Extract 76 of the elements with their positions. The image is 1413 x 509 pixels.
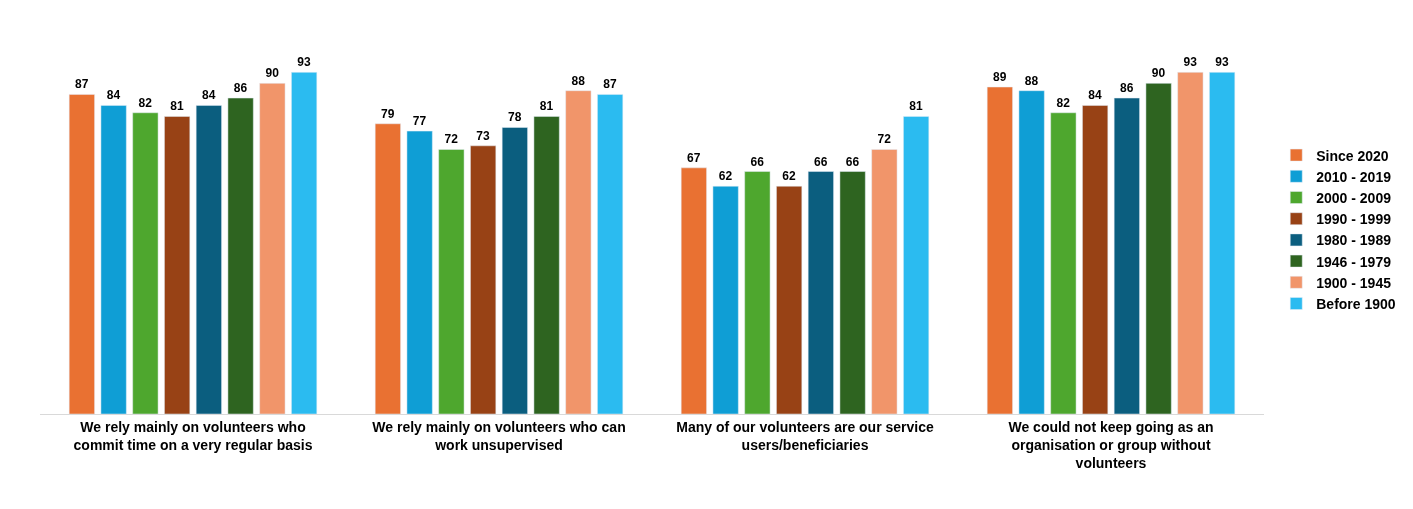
data-label: 66 (750, 154, 765, 169)
x-tick-label: We rely mainly on volunteers who can work unsupervised (372, 418, 626, 453)
data-label: 90 (1151, 66, 1166, 81)
data-label: 72 (877, 132, 892, 147)
data-label: 93 (1183, 55, 1198, 70)
bar (470, 145, 497, 414)
bar (712, 185, 739, 414)
data-label: 84 (202, 88, 216, 103)
bar (259, 83, 286, 414)
data-label: 88 (1024, 73, 1039, 88)
bar (903, 116, 930, 414)
bar (871, 149, 898, 414)
data-label: 79 (381, 106, 395, 121)
legend-label: 1980 - 1989 (1316, 232, 1392, 249)
bar (807, 171, 834, 414)
bar (164, 116, 191, 414)
bar (565, 90, 592, 414)
data-label: 67 (687, 150, 701, 165)
bar (1018, 90, 1045, 414)
data-label: 81 (170, 99, 184, 114)
bar (680, 167, 707, 414)
bar (1050, 112, 1077, 414)
bar (533, 116, 560, 414)
data-label: 62 (718, 169, 733, 184)
bar (406, 130, 433, 414)
bar (776, 185, 803, 414)
bar (1113, 97, 1140, 414)
data-label: 87 (75, 77, 89, 92)
data-label: 88 (571, 73, 586, 88)
data-label: 82 (1056, 95, 1071, 110)
data-label: 82 (138, 95, 153, 110)
data-label: 77 (412, 114, 427, 129)
legend-label: 2010 - 2019 (1316, 168, 1392, 185)
bar (597, 94, 624, 414)
bar (1082, 105, 1109, 414)
bar (1209, 72, 1236, 414)
legend-label: 2000 - 2009 (1316, 189, 1392, 206)
data-label: 73 (476, 128, 490, 143)
bar (374, 123, 401, 414)
data-label: 84 (1088, 88, 1102, 103)
bar (744, 171, 771, 414)
bar (132, 112, 159, 414)
bar (986, 86, 1013, 414)
data-label: 90 (265, 66, 280, 81)
data-label: 81 (909, 99, 923, 114)
bar (68, 94, 95, 414)
x-tick-label: We could not keep going as an organisation or group without volunteers (1008, 418, 1214, 472)
data-label: 86 (233, 81, 248, 96)
data-label: 86 (1120, 81, 1134, 96)
data-label: 66 (814, 154, 828, 169)
x-tick-label: Many of our volunteers are our service users/beneficiaries (676, 418, 934, 453)
data-label: 78 (508, 110, 522, 125)
legend-label: Since 2020 (1316, 147, 1389, 164)
legend-label: 1990 - 1999 (1316, 211, 1392, 228)
data-label: 84 (106, 88, 121, 103)
bar (227, 97, 254, 414)
x-tick-label: We rely mainly on volunteers who commit time on a very regular basis (73, 418, 313, 453)
bar (291, 72, 318, 414)
data-label: 72 (444, 132, 459, 147)
legend-label: 1946 - 1979 (1316, 253, 1392, 270)
bar (501, 127, 528, 414)
data-label: 81 (539, 99, 554, 114)
legend-label: 1900 - 1945 (1316, 274, 1392, 291)
bar (438, 149, 465, 414)
legend-label: Before 1900 (1316, 295, 1396, 312)
bar (1145, 83, 1172, 414)
bar (100, 105, 127, 414)
data-label: 89 (993, 70, 1007, 85)
data-label: 87 (603, 77, 617, 92)
bar (839, 171, 866, 414)
bar (195, 105, 222, 414)
data-label: 93 (1215, 55, 1229, 70)
data-label: 66 (845, 154, 860, 169)
bar (1177, 72, 1204, 414)
data-label: 93 (297, 55, 311, 70)
data-label: 62 (782, 169, 796, 184)
